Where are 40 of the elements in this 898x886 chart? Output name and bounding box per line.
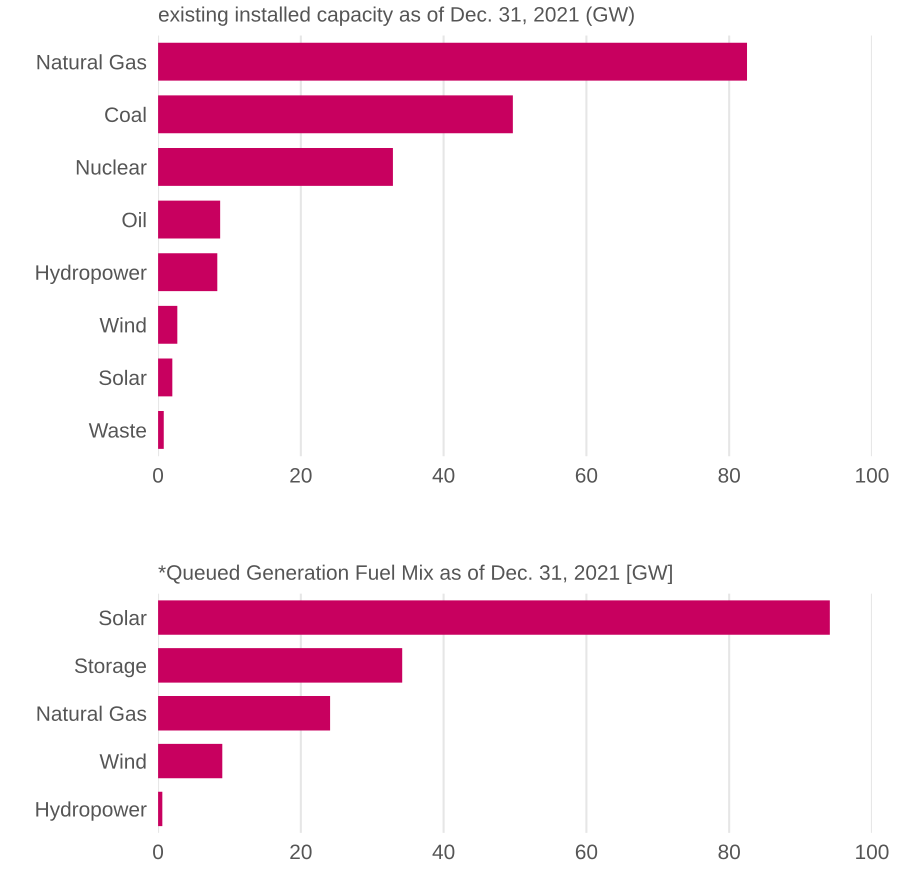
x-tick-label: 60 — [576, 468, 598, 483]
x-tick-label: 100 — [856, 844, 889, 860]
bar — [158, 411, 164, 449]
x-tick-label: 40 — [432, 844, 454, 860]
x-tick-label: 20 — [290, 468, 312, 483]
bar — [158, 95, 513, 134]
bar — [158, 306, 178, 344]
bar — [158, 792, 162, 826]
bar — [158, 148, 393, 186]
chart-title: existing installed capacity as of Dec. 31, 2021 (GW) — [158, 6, 634, 26]
y-tick-label: Natural Gas — [37, 54, 146, 70]
y-tick-label: Nuclear — [76, 159, 147, 175]
bar — [158, 648, 402, 683]
bar — [158, 600, 830, 635]
bar — [158, 696, 330, 730]
y-tick-label: Hydropower — [36, 264, 147, 284]
y-tick-label: Solar — [99, 610, 147, 626]
x-tick-label: 100 — [856, 468, 889, 483]
x-tick-label: 80 — [718, 468, 740, 483]
y-tick-label: Natural Gas — [37, 706, 146, 721]
x-tick-label: 0 — [153, 844, 164, 860]
x-tick-label: 80 — [718, 844, 740, 860]
y-tick-label: Waste — [88, 423, 146, 438]
chart-title: *Queued Generation Fuel Mix as of Dec. 31, 2021 [GW] — [158, 564, 672, 584]
bar — [158, 358, 172, 396]
bar — [158, 253, 218, 292]
y-tick-label: Solar — [99, 370, 147, 386]
x-tick-label: 20 — [290, 844, 312, 860]
bar — [158, 42, 748, 81]
x-tick-label: 40 — [432, 468, 454, 483]
y-tick-label: Coal — [105, 106, 146, 122]
y-tick-label: Wind — [100, 754, 146, 769]
y-tick-label: Oil — [122, 212, 146, 228]
bar — [158, 200, 220, 238]
y-tick-label: Storage — [74, 658, 146, 678]
x-tick-label: 0 — [153, 468, 164, 483]
y-tick-label: Wind — [100, 317, 146, 333]
y-tick-label: Hydropower — [36, 801, 147, 821]
bar — [158, 744, 222, 778]
x-tick-label: 60 — [576, 844, 598, 860]
